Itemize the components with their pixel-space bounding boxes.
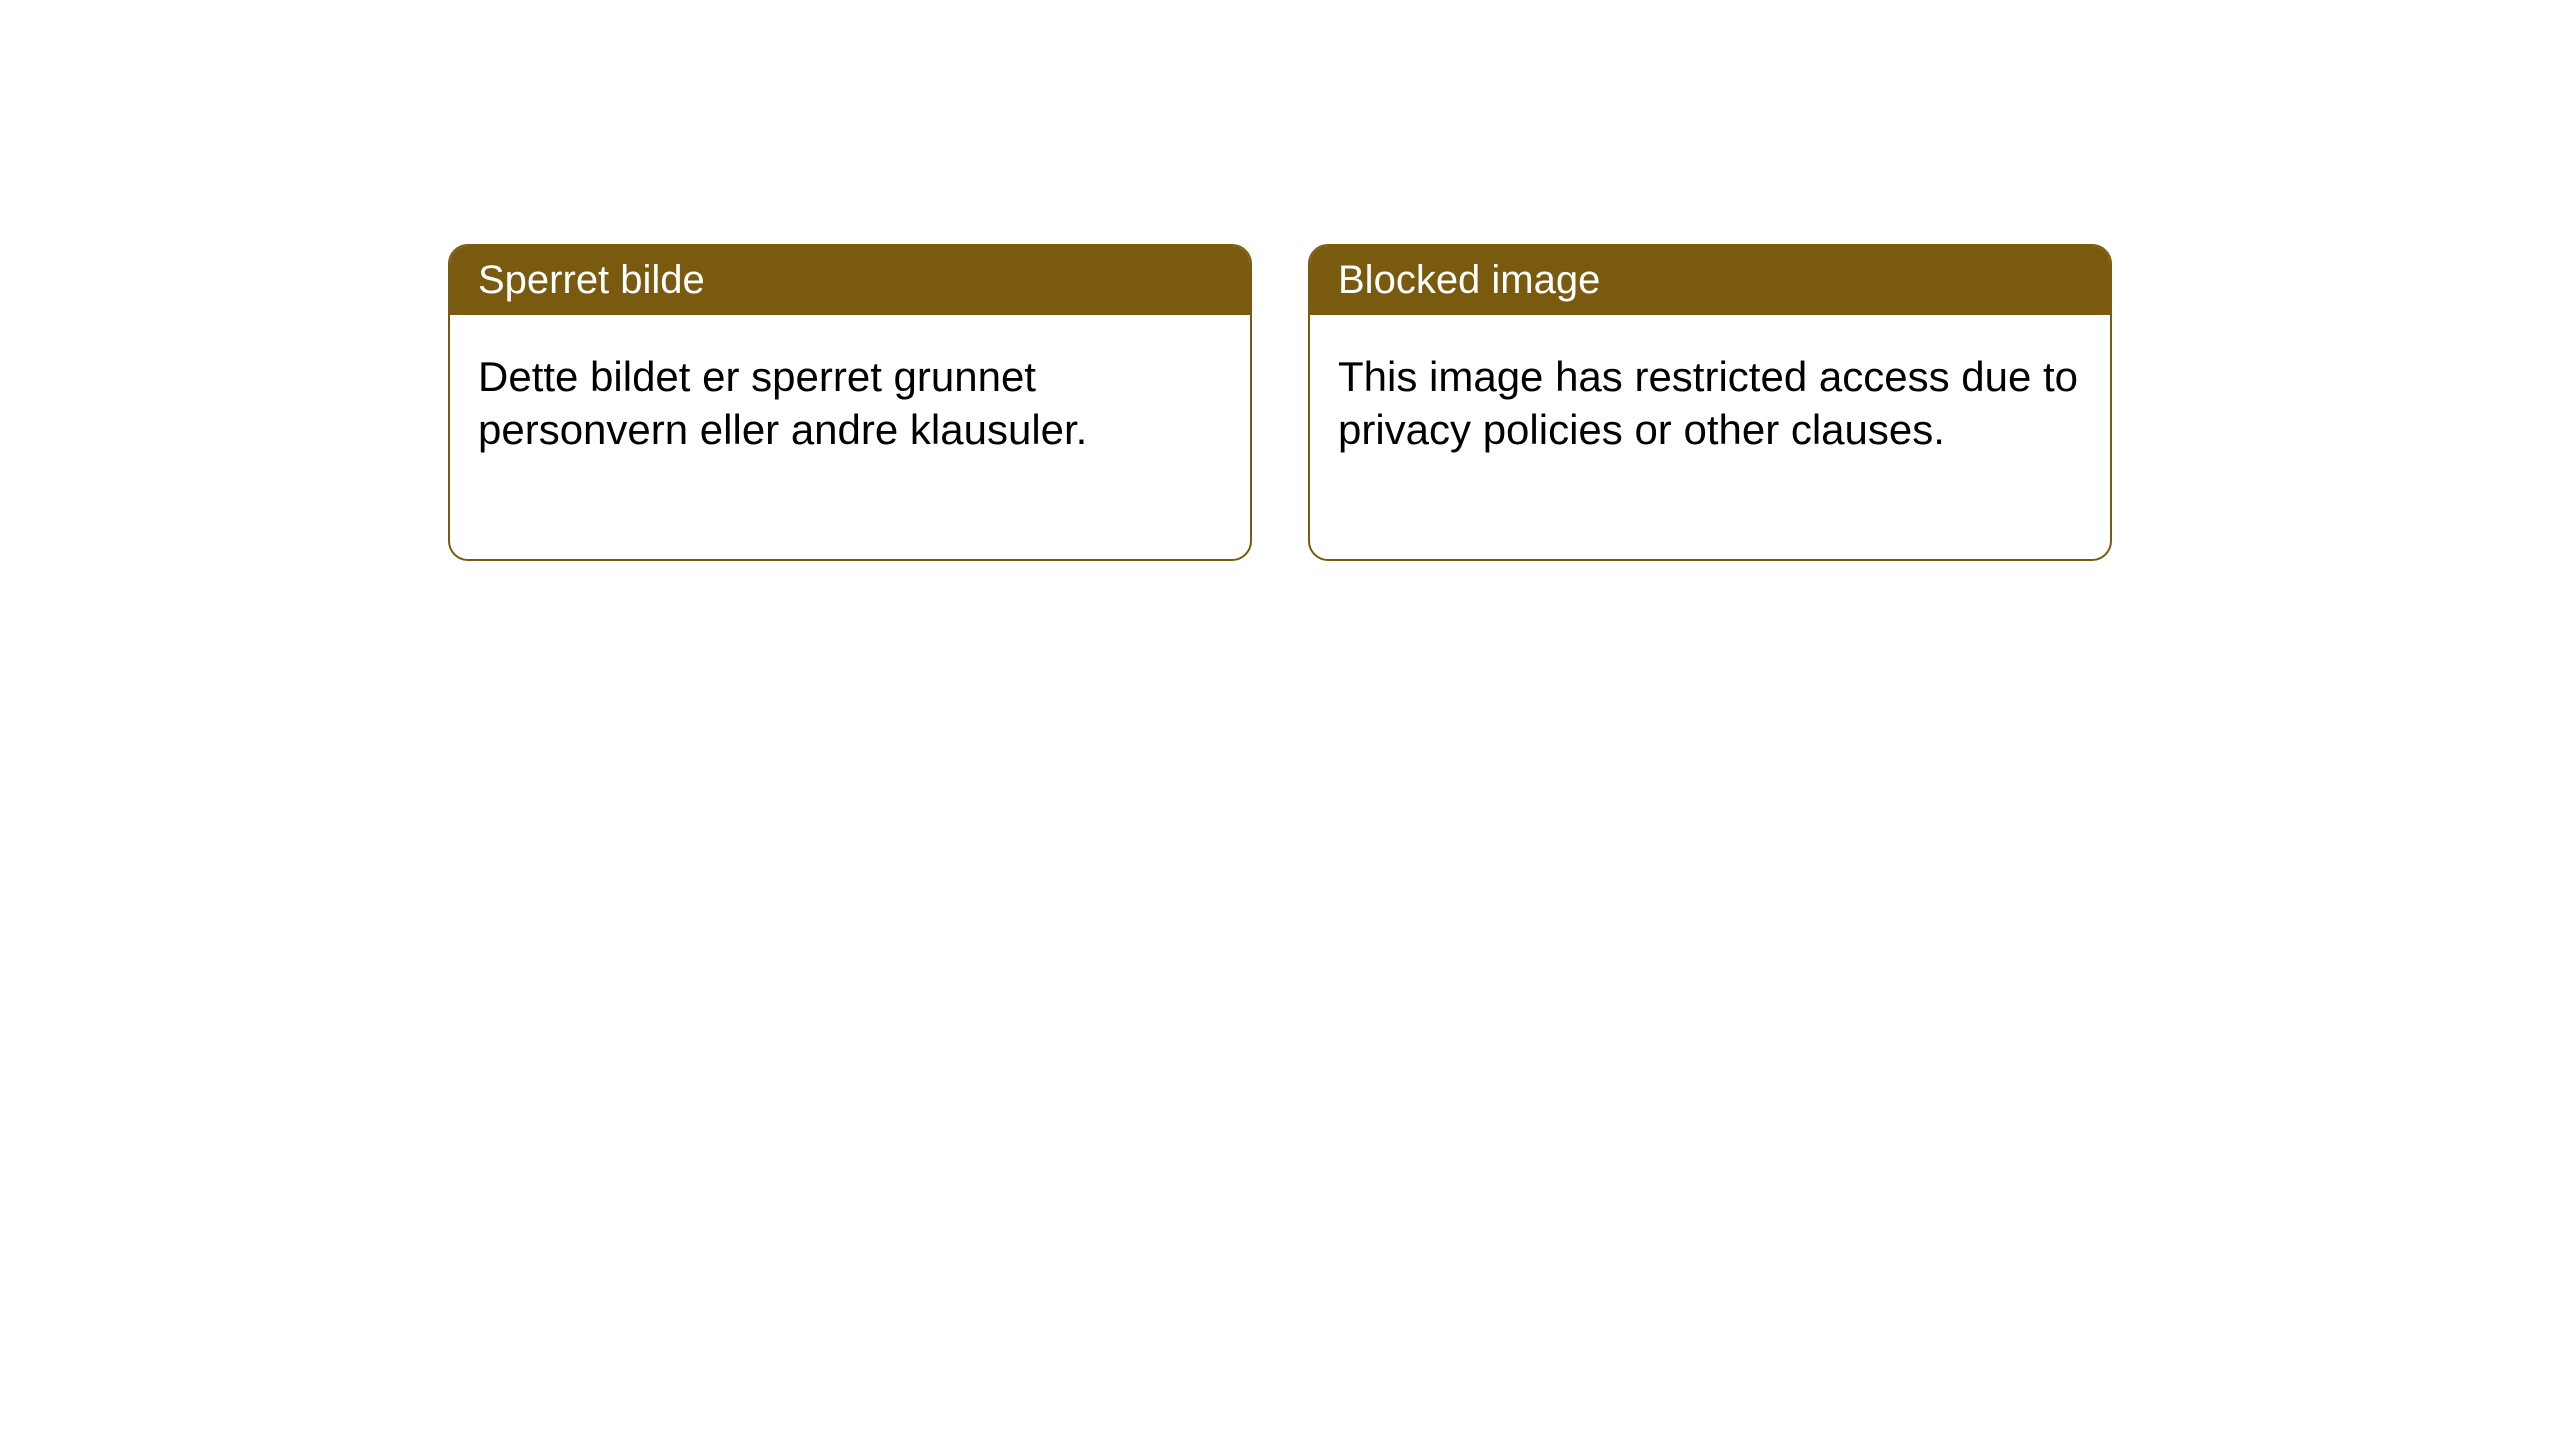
notice-container: Sperret bilde Dette bildet er sperret gr… <box>0 0 2560 561</box>
card-title: Sperret bilde <box>478 258 705 302</box>
notice-card-english: Blocked image This image has restricted … <box>1308 244 2112 561</box>
card-header: Blocked image <box>1310 246 2110 315</box>
card-title: Blocked image <box>1338 258 1600 302</box>
card-header: Sperret bilde <box>450 246 1250 315</box>
card-message: Dette bildet er sperret grunnet personve… <box>478 351 1222 456</box>
card-body: Dette bildet er sperret grunnet personve… <box>450 315 1250 559</box>
card-message: This image has restricted access due to … <box>1338 351 2082 456</box>
card-body: This image has restricted access due to … <box>1310 315 2110 559</box>
notice-card-norwegian: Sperret bilde Dette bildet er sperret gr… <box>448 244 1252 561</box>
